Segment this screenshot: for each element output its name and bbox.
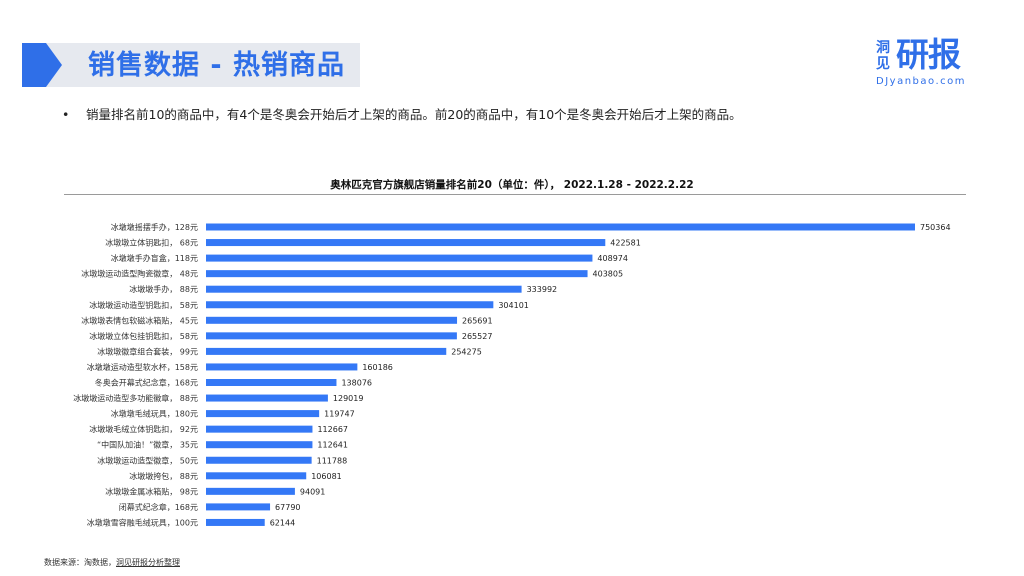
bullet-dot-icon: •: [62, 107, 70, 122]
category-label: 冰墩墩金属冰箱贴， 98元: [105, 486, 198, 496]
data-label: 106081: [311, 472, 342, 481]
data-label: 129019: [333, 394, 364, 403]
data-label: 333992: [527, 285, 558, 294]
brand-logo: 洞见 研报 DJyanbao.com: [876, 36, 976, 92]
source-link[interactable]: 洞见研报分析整理: [116, 558, 180, 567]
category-label: 冰墩墩毛绒立体钥匙扣， 92元: [89, 424, 198, 434]
bar: [206, 254, 593, 262]
summary-text: 销量排名前10的商品中，有4个是冬奥会开始后才上架的商品。前20的商品中，有10…: [86, 107, 742, 122]
category-label: 冰墩墩运动造型软水杯，158元: [87, 362, 198, 372]
category-label: 冰墩墩手办盲盒，118元: [111, 253, 198, 263]
bar: [206, 332, 457, 340]
category-label: 冰墩墩摇摆手办，128元: [111, 222, 198, 232]
category-label: 冰墩墩立体钥匙扣， 68元: [105, 238, 198, 248]
category-label: “中国队加油！”徽章， 35元: [97, 440, 198, 450]
bar: [206, 503, 271, 511]
category-label: 冰墩墩雪容融毛绒玩具，100元: [87, 517, 198, 527]
chart-divider: [64, 194, 966, 195]
bar: [206, 379, 337, 386]
category-label: 闭幕式纪念章，168元: [119, 502, 198, 512]
category-label: 冰墩墩手办， 88元: [129, 284, 198, 294]
category-label: 冰墩墩挎包， 88元: [129, 471, 198, 481]
category-label: 冰墩墩毛绒玩具，180元: [111, 409, 198, 419]
bar: [206, 487, 295, 495]
data-label: 408974: [597, 254, 628, 263]
data-label: 94091: [300, 487, 325, 496]
data-label: 265691: [462, 316, 493, 325]
category-label: 冰墩墩运动造型多功能徽章， 88元: [73, 393, 198, 403]
source-label: 数据来源：淘数据，: [44, 558, 116, 567]
bar: [206, 456, 312, 464]
data-label: 111788: [317, 456, 348, 465]
footer-source: 数据来源：淘数据，洞见研报分析整理: [44, 557, 180, 568]
data-label: 304101: [498, 301, 529, 310]
data-label: 265527: [462, 332, 493, 341]
data-label: 138076: [341, 379, 372, 388]
bar: [206, 425, 313, 433]
data-label: 62144: [270, 518, 295, 527]
title-band: [22, 43, 360, 87]
category-label: 冰墩墩表情包软磁冰箱贴， 45元: [81, 315, 198, 325]
logo-big-text: 研报: [896, 35, 961, 74]
data-label: 422581: [610, 239, 641, 248]
summary-bullet: • 销量排名前10的商品中，有4个是冬奥会开始后才上架的商品。前20的商品中，有1…: [62, 104, 742, 123]
category-label: 冰墩墩徽章组合套装， 99元: [97, 346, 198, 356]
logo-small-text: 洞见: [876, 40, 890, 72]
category-label: 冰墩墩运动造型钥匙扣， 58元: [89, 300, 198, 310]
data-label: 67790: [275, 503, 300, 512]
bar: [206, 239, 606, 247]
bar: [206, 285, 522, 293]
logo-url: DJyanbao.com: [876, 76, 966, 87]
bar: [206, 472, 307, 480]
category-label: 冰墩墩运动造型徽章， 50元: [97, 455, 198, 465]
chart-title: 奥林匹克官方旗舰店销量排名前20（单位：件）， 2022.1.28 - 2022…: [330, 179, 694, 191]
data-label: 403805: [593, 270, 624, 279]
category-label: 冰墩墩运动造型陶瓷徽章， 48元: [81, 269, 198, 279]
bar: [206, 363, 358, 371]
bar: [206, 441, 313, 449]
data-label: 160186: [362, 363, 393, 372]
bar-chart: 冰墩墩摇摆手办，128元 750364 冰墩墩立体钥匙扣， 68元 422581 冰墩墩…: [73, 222, 951, 527]
bar: [206, 270, 588, 278]
bar: [206, 223, 915, 231]
category-label: 冰墩墩立体包挂钥匙扣， 58元: [89, 331, 198, 341]
data-label: 254275: [451, 347, 482, 356]
bar: [206, 394, 328, 402]
bar: [206, 518, 265, 526]
bar: [206, 316, 458, 324]
data-label: 112641: [317, 441, 348, 450]
page-title: 销售数据 - 热销商品: [88, 50, 346, 81]
bar: [206, 410, 320, 418]
bar: [206, 301, 494, 309]
bar: [206, 347, 447, 355]
data-label: 750364: [920, 223, 951, 232]
data-label: 119747: [324, 410, 355, 419]
category-label: 冬奥会开幕式纪念章，168元: [95, 378, 198, 388]
data-label: 112667: [317, 425, 348, 434]
